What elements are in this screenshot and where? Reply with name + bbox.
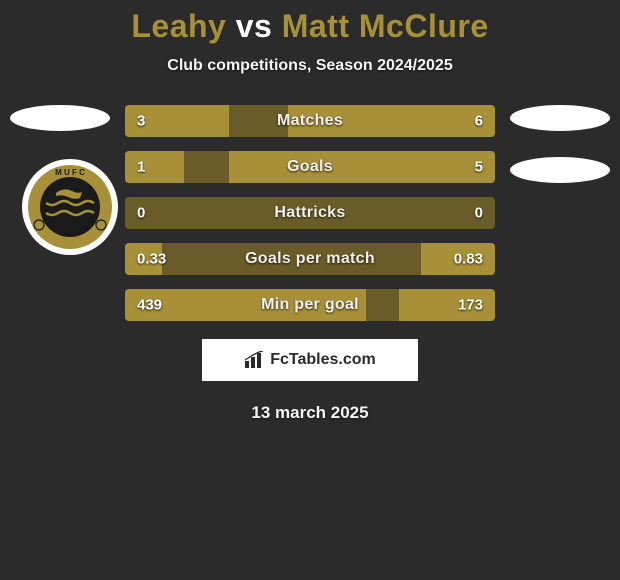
stat-label: Goals [125,158,495,176]
stat-label: Goals per match [125,250,495,268]
avatar-placeholder-right-bottom [510,157,610,183]
svg-text:M U F C: M U F C [55,168,85,177]
club-badge: M U F C [22,159,118,255]
title-player1: Leahy [131,8,226,44]
stat-row: 439173Min per goal [125,289,495,321]
stat-label: Min per goal [125,296,495,314]
stat-row: 0.330.83Goals per match [125,243,495,275]
stat-row: 15Goals [125,151,495,183]
stats-rows: 36Matches 15Goals 00Hattricks 0.330.83Goals… [125,105,495,321]
brand-box[interactable]: FcTables.com [202,339,418,381]
bar-chart-icon [244,351,266,369]
club-badge-icon: M U F C [26,163,114,251]
stat-row: 36Matches [125,105,495,137]
stat-label: Matches [125,112,495,130]
page-title: Leahy vs Matt McClure [0,0,620,45]
stat-row: 00Hattricks [125,197,495,229]
subtitle: Club competitions, Season 2024/2025 [0,57,620,75]
brand-text: FcTables.com [270,351,376,369]
title-player2: Matt McClure [282,8,489,44]
avatar-placeholder-right-top [510,105,610,131]
avatar-placeholder-left [10,105,110,131]
title-vs: vs [236,8,273,44]
comparison-panel: M U F C 36Matches 15Goals 00Hattricks 0.330… [0,105,620,423]
stat-label: Hattricks [125,204,495,222]
date-text: 13 march 2025 [0,403,620,423]
